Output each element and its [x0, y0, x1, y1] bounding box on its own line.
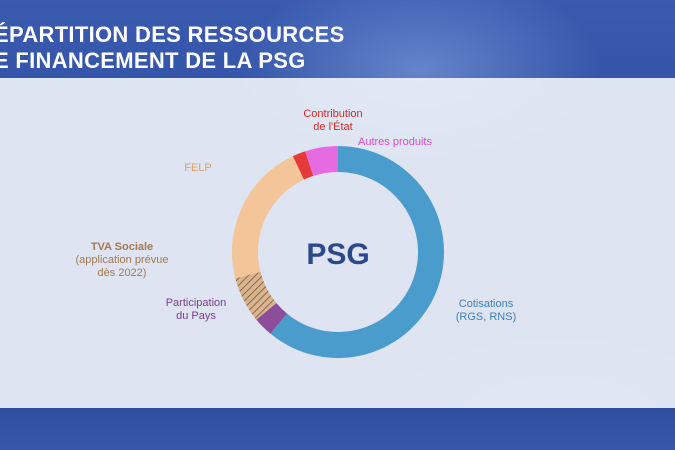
slice-contribution	[292, 151, 314, 180]
slice-participation	[256, 302, 288, 334]
label-autres-produits: Autres produits	[358, 136, 432, 148]
label-line: dès 2022)	[98, 267, 147, 279]
label-contribution: Contribution de l'État	[303, 108, 362, 133]
label-line: TVA Sociale	[91, 241, 153, 253]
bottom-strip	[0, 408, 675, 450]
label-line: FELP	[184, 162, 212, 174]
label-felp: FELP	[184, 162, 212, 174]
page-title: ÉPARTITION DES RESSOURCES E FINANCEMENT …	[0, 22, 345, 74]
label-line: Autres produits	[358, 136, 432, 148]
slice-autres-produits	[305, 146, 338, 176]
label-line: de l'État	[313, 120, 352, 133]
title-line-2: E FINANCEMENT DE LA PSG	[0, 48, 306, 73]
title-line-1: ÉPARTITION DES RESSOURCES	[0, 22, 345, 47]
label-line: Cotisations	[459, 298, 514, 310]
label-cotisations: Cotisations (RGS, RNS)	[456, 298, 517, 323]
label-line: Contribution	[303, 108, 362, 120]
label-line: Participation	[166, 297, 227, 309]
label-line: (application prévue	[76, 254, 169, 266]
label-tva-sociale: TVA Sociale (application prévue dès 2022)	[76, 241, 169, 279]
slice-felp	[232, 156, 304, 279]
label-line: du Pays	[176, 310, 216, 322]
slice-tva-sociale	[235, 271, 277, 320]
center-label: PSG	[306, 238, 369, 271]
label-line: (RGS, RNS)	[456, 311, 517, 323]
label-participation: Participation du Pays	[166, 297, 227, 322]
slice-cotisations	[270, 146, 445, 359]
